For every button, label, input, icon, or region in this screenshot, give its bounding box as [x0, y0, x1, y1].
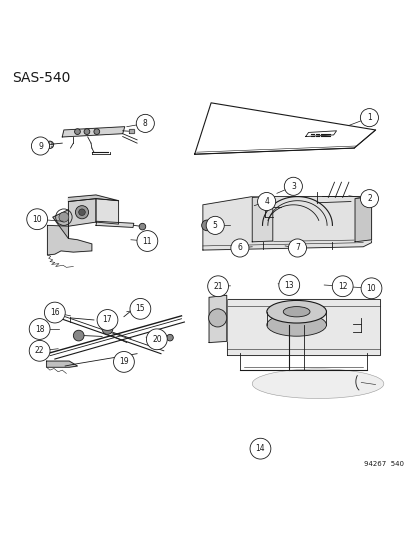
Circle shape	[359, 109, 377, 127]
Circle shape	[284, 177, 301, 196]
Circle shape	[29, 341, 50, 361]
Polygon shape	[209, 295, 226, 343]
Text: 13: 13	[284, 280, 293, 289]
Text: 2: 2	[366, 194, 371, 203]
Polygon shape	[62, 127, 124, 137]
Circle shape	[75, 206, 88, 219]
Circle shape	[97, 310, 118, 330]
Text: 22: 22	[35, 346, 44, 356]
Circle shape	[208, 309, 226, 327]
Text: 18: 18	[35, 325, 44, 334]
Text: 1: 1	[366, 113, 371, 122]
Text: 20: 20	[152, 335, 161, 344]
Polygon shape	[53, 210, 68, 239]
Circle shape	[44, 302, 65, 323]
Text: 12: 12	[337, 282, 347, 290]
Circle shape	[27, 209, 47, 230]
Circle shape	[113, 351, 134, 373]
Circle shape	[74, 129, 80, 134]
Circle shape	[139, 223, 145, 230]
Text: 4: 4	[263, 197, 268, 206]
Circle shape	[360, 278, 381, 298]
Text: 11: 11	[142, 237, 152, 246]
Text: 8: 8	[142, 119, 147, 128]
Circle shape	[207, 276, 228, 297]
Polygon shape	[128, 129, 133, 133]
Text: 9: 9	[38, 142, 43, 150]
Text: 10: 10	[366, 284, 375, 293]
Polygon shape	[252, 197, 272, 242]
Text: 10: 10	[32, 215, 42, 224]
Circle shape	[29, 319, 50, 340]
Text: 6: 6	[237, 244, 242, 253]
Text: 7: 7	[294, 244, 299, 253]
Text: 14: 14	[255, 444, 265, 453]
Circle shape	[201, 220, 212, 231]
Circle shape	[137, 231, 157, 252]
Ellipse shape	[252, 369, 383, 399]
Polygon shape	[96, 221, 133, 228]
Circle shape	[94, 129, 100, 134]
Circle shape	[73, 330, 84, 341]
Circle shape	[288, 239, 306, 257]
Circle shape	[257, 192, 275, 211]
Text: 21: 21	[213, 282, 222, 290]
Circle shape	[102, 324, 113, 334]
Text: 3: 3	[290, 182, 295, 191]
Circle shape	[136, 115, 154, 132]
Circle shape	[278, 274, 299, 295]
Polygon shape	[68, 199, 96, 226]
Polygon shape	[202, 197, 370, 250]
Text: 15: 15	[135, 304, 145, 313]
Polygon shape	[47, 361, 77, 367]
Text: 16: 16	[50, 308, 59, 317]
Circle shape	[146, 329, 167, 350]
Circle shape	[46, 141, 54, 149]
Ellipse shape	[266, 301, 326, 323]
Circle shape	[249, 438, 270, 459]
Text: 5: 5	[212, 221, 217, 230]
Circle shape	[359, 190, 377, 208]
Ellipse shape	[282, 306, 309, 317]
Text: 94267  540: 94267 540	[363, 461, 404, 467]
Circle shape	[59, 212, 69, 222]
Polygon shape	[68, 195, 118, 201]
Circle shape	[166, 334, 173, 341]
Circle shape	[332, 276, 352, 297]
Circle shape	[84, 129, 90, 134]
Polygon shape	[96, 199, 118, 224]
Polygon shape	[354, 197, 370, 242]
Circle shape	[206, 216, 224, 235]
Ellipse shape	[266, 313, 326, 336]
Polygon shape	[47, 225, 92, 255]
Text: 17: 17	[102, 316, 112, 325]
Circle shape	[31, 137, 50, 155]
Circle shape	[130, 298, 150, 319]
Text: 19: 19	[119, 358, 128, 366]
Polygon shape	[226, 300, 379, 355]
Circle shape	[230, 239, 248, 257]
Text: SAS-540: SAS-540	[12, 71, 70, 85]
Circle shape	[78, 209, 85, 215]
